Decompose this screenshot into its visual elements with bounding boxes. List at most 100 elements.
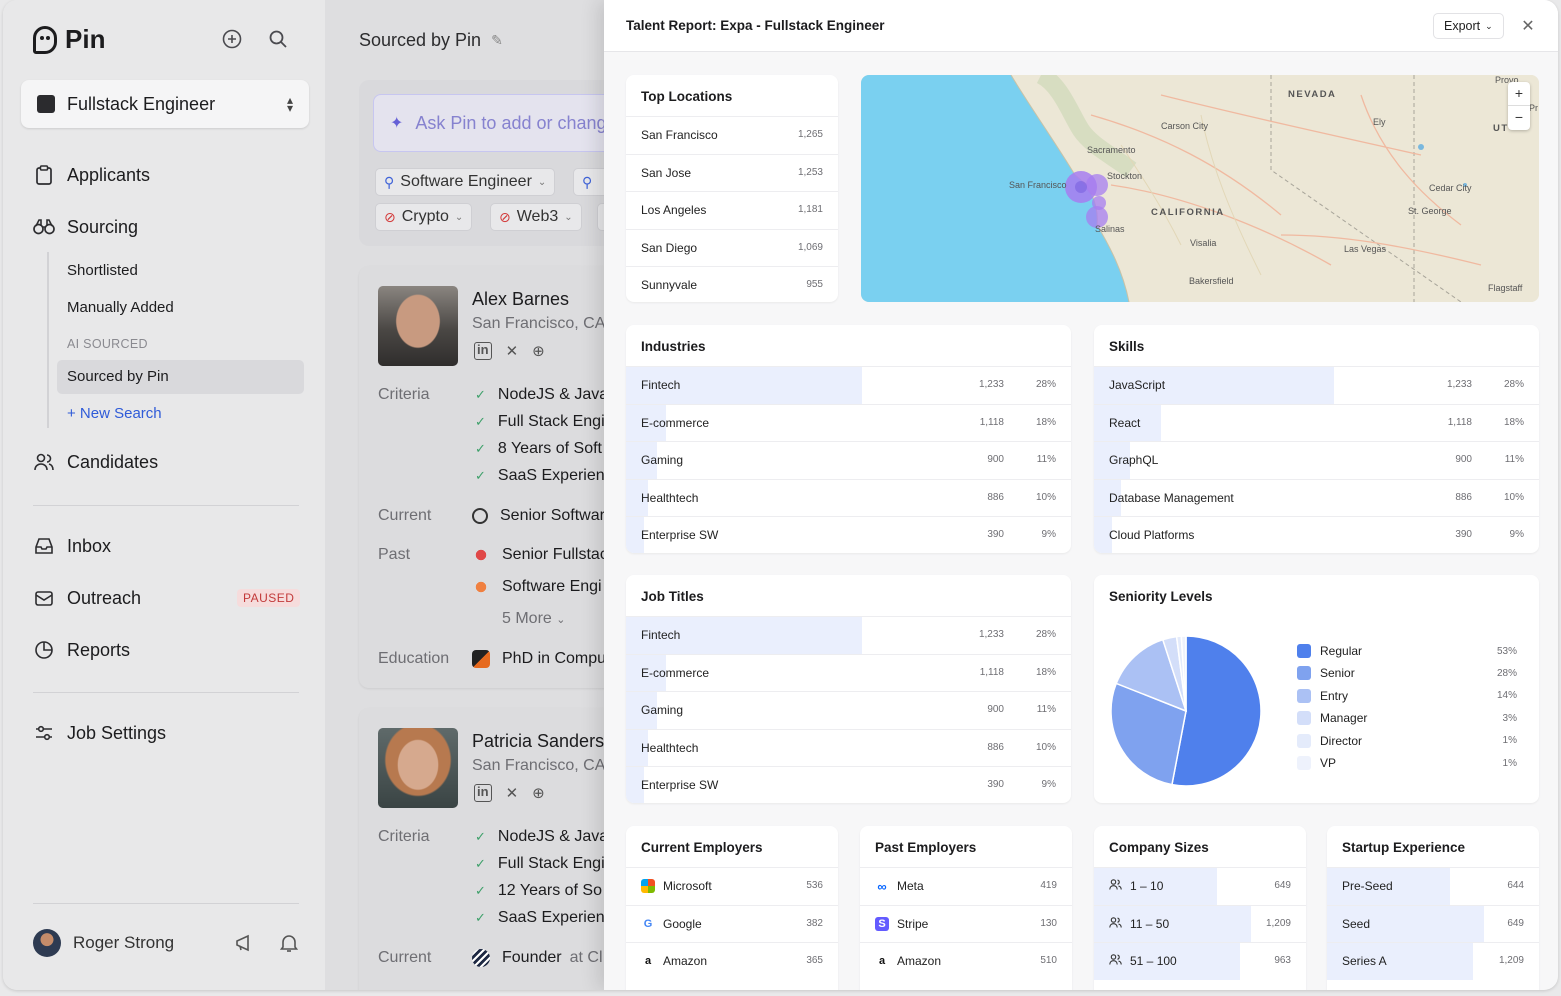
locations-map[interactable]: NEVADA CALIFORNIA Carson City Ely Sacram… [861,75,1539,302]
chip-crypto[interactable]: ⊘ Crypto ⌄ [375,203,473,231]
megaphone-icon[interactable] [233,932,255,954]
criteria-item: ✓ SaaS Experien [475,909,605,927]
pie-slice-regular[interactable] [1171,635,1262,787]
search-icon[interactable] [267,28,289,50]
row-label-text: GraphQL [1109,453,1159,467]
check-icon: ✓ [475,910,486,925]
row-label-text: Microsoft [663,879,712,893]
report-row[interactable]: Pre-Seed 644 [1327,867,1539,905]
globe-icon[interactable]: ⊕ [532,343,545,360]
candidate-name[interactable]: Patricia Sanders [472,731,605,751]
report-row[interactable]: Healthtech 886 10% [626,478,1071,516]
ask-pin-input[interactable]: ✦ Ask Pin to add or change [373,94,633,152]
report-row[interactable]: Seed 649 [1327,904,1539,942]
report-row[interactable]: GraphQL 900 11% [1094,441,1539,479]
row-label-text: Gaming [641,703,684,717]
candidate-location: San Francisco, CA [472,757,606,774]
sidebar-item-sourcing[interactable]: Sourcing [33,216,138,238]
report-row[interactable]: San Francisco 1,265 [626,116,838,154]
globe-icon[interactable]: ⊕ [532,785,545,802]
report-row[interactable]: S Stripe 130 [860,904,1072,943]
pie-slice-vp[interactable] [1180,635,1187,712]
openai-icon [472,508,488,524]
report-row[interactable]: JavaScript 1,233 28% [1094,366,1539,404]
x-icon[interactable]: ✕ [505,785,519,802]
user-name: Roger Strong [73,933,175,952]
report-row[interactable]: Enterprise SW 390 9% [626,516,1071,553]
binoculars-icon [33,216,55,238]
sidebar-item-inbox[interactable]: Inbox [33,535,111,557]
new-search-link[interactable]: + New Search [67,405,162,422]
user-profile[interactable]: Roger Strong [33,928,301,958]
add-icon[interactable] [221,28,243,50]
app-logo[interactable]: Pin [33,24,105,55]
past-role: Senior Fullstac [472,546,608,564]
x-icon[interactable]: ✕ [505,343,519,360]
sidebar-item-shortlisted[interactable]: Shortlisted [67,262,138,279]
report-row[interactable]: Enterprise SW 390 9% [626,766,1071,803]
show-more-link[interactable]: 5 More ⌄ [502,610,565,628]
sidebar-item-job-settings[interactable]: Job Settings [33,722,166,744]
sidebar-item-candidates[interactable]: Candidates [33,451,158,473]
report-row[interactable]: Healthtech 886 10% [626,728,1071,766]
current-company-link[interactable]: at Cl [569,949,603,966]
report-row[interactable]: 11 – 50 1,209 [1094,904,1306,942]
pencil-icon[interactable]: ✎ [491,32,503,48]
zoom-out-button[interactable]: − [1514,109,1524,125]
bell-icon[interactable] [278,932,300,954]
zoom-in-button[interactable]: + [1508,82,1530,106]
report-row[interactable]: 1 – 10 649 [1094,867,1306,905]
job-selector[interactable]: Fullstack Engineer ▴ ▾ [21,80,309,128]
row-bar [1094,442,1130,479]
report-row[interactable]: Sunnyvale 955 [626,266,838,302]
report-row[interactable]: Fintech 1,233 28% [626,366,1071,404]
row-label-text: Fintech [641,378,681,392]
sidebar-item-sourced-by-pin[interactable] [57,360,304,394]
close-icon[interactable]: ✕ [1521,18,1535,35]
export-button[interactable]: Export ⌄ [1433,13,1504,39]
report-row[interactable]: E-commerce 1,118 18% [626,653,1071,691]
report-row[interactable]: Gaming 900 11% [626,691,1071,729]
chip-web3[interactable]: ⊘ Web3 ⌄ [490,203,582,231]
google-icon: G [643,917,653,930]
row-count: 649 [1274,880,1291,891]
row-label: E-commerce [641,416,709,430]
chip-software-engineer[interactable]: ⚲ Software Engineer ⌄ [375,168,556,196]
sidebar-item-manually-added[interactable]: Manually Added [67,299,174,316]
report-row[interactable]: Los Angeles 1,181 [626,191,838,229]
report-row[interactable]: a Amazon 510 [860,942,1072,980]
candidate-name[interactable]: Alex Barnes [472,289,570,309]
report-row[interactable]: Fintech 1,233 28% [626,616,1071,654]
linkedin-icon[interactable]: in [474,784,492,802]
report-row[interactable]: Cloud Platforms 390 9% [1094,516,1539,553]
report-row[interactable]: Series A 1,209 [1327,942,1539,980]
report-row[interactable]: G Google 382 [626,904,838,943]
map-cluster-marker[interactable] [1086,206,1108,228]
report-row[interactable]: Database Management 886 10% [1094,478,1539,516]
legend-swatch [1297,644,1311,658]
report-row[interactable]: React 1,118 18% [1094,403,1539,441]
current-role-text: Founder [502,949,562,966]
row-count: 1,118 [1447,416,1472,428]
sidebar-item-reports[interactable]: Reports [33,639,130,661]
report-row[interactable]: Microsoft 536 [626,867,838,905]
top-locations-card: Top Locations San Francisco 1,265 San Jose… [626,75,838,302]
report-row[interactable]: a Amazon 365 [626,942,838,980]
legend-item: Director 1% [1297,733,1517,748]
row-count: 955 [806,279,823,290]
row-label: 1 – 10 [1109,879,1163,893]
sidebar-item-applicants[interactable]: Applicants [33,164,150,186]
legend-label: Director [1320,733,1363,748]
row-label: Database Management [1109,491,1234,505]
report-row[interactable]: 51 – 100 963 [1094,942,1306,980]
linkedin-icon[interactable]: in [474,342,492,360]
map-cluster-marker[interactable] [1086,174,1108,196]
pie-slice-senior[interactable] [1110,682,1187,786]
report-row[interactable]: ∞ Meta 419 [860,867,1072,905]
report-row[interactable]: Gaming 900 11% [626,441,1071,479]
sidebar-item-outreach[interactable]: Outreach [33,587,141,609]
report-row[interactable]: San Diego 1,069 [626,228,838,267]
report-row[interactable]: San Jose 1,253 [626,153,838,192]
map-label-ely: Ely [1373,117,1386,127]
report-row[interactable]: E-commerce 1,118 18% [626,403,1071,441]
